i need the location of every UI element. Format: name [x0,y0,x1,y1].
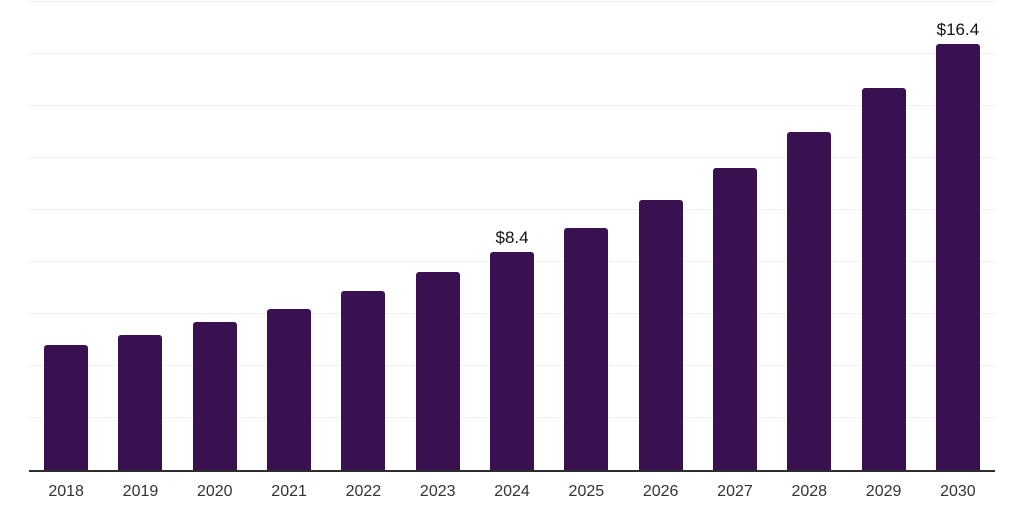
x-tick-label-2024: 2024 [494,483,530,500]
bar-2027 [712,168,757,470]
bar-value-label-2024: $8.4 [495,227,529,247]
x-tick-label-2028: 2028 [791,483,828,500]
bar-group-2022 [326,0,400,470]
bar-2025 [564,228,609,470]
x-tick-label-2021: 2021 [271,483,307,500]
bar-2030 [935,43,980,470]
gridline [29,105,995,106]
x-tick-label-2027: 2027 [717,483,753,500]
bar-value-label-2030: $16.4 [936,19,980,39]
bar-2023 [415,272,460,470]
bar-group-2028 [772,0,846,470]
bars-container: $8.4 $16.4 [29,0,995,470]
gridline [29,1,995,2]
bar-2021 [267,308,312,470]
bar-group-2029 [846,0,920,470]
bar-group-2021 [252,0,326,470]
bar-2018 [44,345,89,470]
bar-group-2026 [624,0,698,470]
bar-2022 [341,290,386,470]
x-tick-label-2023: 2023 [419,483,456,500]
gridline [29,157,995,158]
bar-2024 [490,251,535,470]
gridline [29,53,995,54]
bar-2028 [787,132,832,470]
x-tick-label-2018: 2018 [48,483,84,500]
x-tick-label-2025: 2025 [568,483,605,500]
bar-group-2019 [103,0,177,470]
bar-group-2018 [29,0,103,470]
plot-area: $8.4 $16.4 [29,0,995,472]
x-tick-label-2020: 2020 [196,483,233,500]
x-tick-label-2026: 2026 [642,483,679,500]
bar-group-2020 [178,0,252,470]
bar-2019 [118,334,163,470]
bar-2026 [638,199,683,470]
x-tick-label-2022: 2022 [345,483,382,500]
x-tick-label-2030: 2030 [940,483,976,500]
bar-2029 [861,87,906,470]
x-tick-label-2029: 2029 [865,483,902,500]
x-axis: 2018 2019 2020 2021 2022 2023 2024 2025 2026 2027… [29,482,995,502]
bar-group-2025 [549,0,623,470]
bar-2020 [192,321,237,470]
bar-group-2030: $16.4 [921,0,995,470]
x-tick-label-2019: 2019 [122,483,159,500]
gridline [29,209,995,210]
bar-group-2027 [698,0,772,470]
bar-group-2023 [401,0,475,470]
bar-group-2024: $8.4 [475,0,549,470]
